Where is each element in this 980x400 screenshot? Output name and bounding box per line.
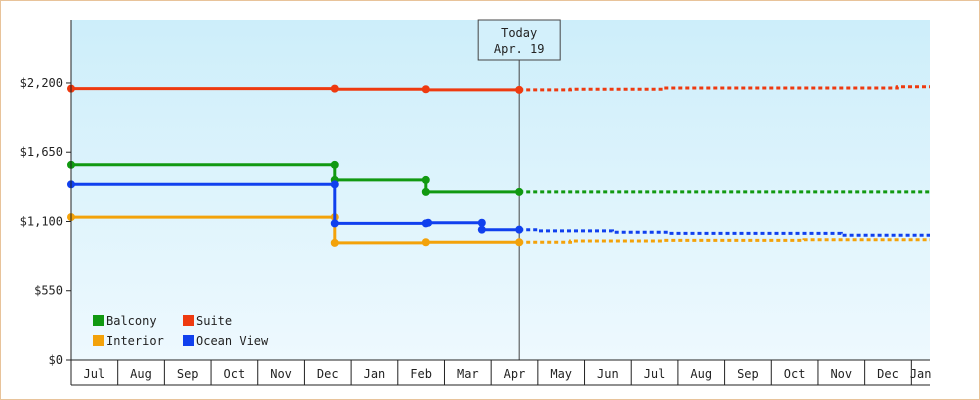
- today-box: [477, 19, 561, 61]
- data-point-balcony: [330, 160, 339, 169]
- legend-label-ocean-view: Ocean View: [196, 334, 269, 348]
- x-tick-label: Mar: [457, 367, 479, 381]
- y-tick-label: $2,200: [20, 76, 63, 90]
- x-tick-label: Jul: [644, 367, 666, 381]
- x-tick-label: Aug: [690, 367, 712, 381]
- today-title: Today: [501, 26, 537, 40]
- x-tick-label: Jan: [364, 367, 386, 381]
- data-point-interior: [515, 238, 524, 247]
- legend-label-balcony: Balcony: [106, 314, 157, 328]
- x-tick-label: Jan: [910, 367, 932, 381]
- today-date: Apr. 19: [494, 42, 545, 56]
- x-tick-label: May: [550, 367, 572, 381]
- series-line-suite: [71, 87, 520, 92]
- data-point-ocean-view: [424, 218, 433, 227]
- y-tick-label: $0: [49, 353, 63, 367]
- x-tick-label: Nov: [270, 367, 292, 381]
- series-line-interior: [71, 215, 520, 245]
- legend-label-suite: Suite: [196, 314, 232, 328]
- data-point-ocean-view: [330, 219, 339, 228]
- forecast-line-ocean-view: [519, 228, 930, 237]
- x-tick-label: Jun: [597, 367, 619, 381]
- data-point-suite: [330, 84, 339, 93]
- y-tick-label: $1,650: [20, 145, 63, 159]
- data-point-interior: [421, 238, 430, 247]
- data-point-suite: [421, 85, 430, 94]
- forecast-line-interior: [519, 238, 930, 244]
- x-tick-label: Oct: [224, 367, 246, 381]
- x-tick-label: Jul: [83, 367, 105, 381]
- data-point-balcony: [421, 187, 430, 196]
- data-point-suite: [515, 85, 524, 94]
- x-tick-label: Sep: [177, 367, 199, 381]
- x-tick-label: Nov: [830, 367, 852, 381]
- data-point-balcony: [421, 175, 430, 184]
- data-point-balcony: [515, 187, 524, 196]
- x-tick-label: Apr: [504, 367, 526, 381]
- x-tick-label: Dec: [877, 367, 899, 381]
- x-tick-label: Feb: [410, 367, 432, 381]
- y-tick-label: $1,100: [20, 214, 63, 228]
- data-point-ocean-view: [477, 218, 486, 227]
- x-tick-label: Sep: [737, 367, 759, 381]
- legend-label-interior: Interior: [106, 334, 164, 348]
- series-line-balcony: [71, 163, 520, 194]
- data-point-ocean-view: [330, 180, 339, 189]
- legend-swatch-interior: [93, 335, 104, 346]
- legend-swatch-balcony: [93, 315, 104, 326]
- plot-background: [71, 20, 930, 360]
- forecast-line-suite: [519, 85, 930, 92]
- data-point-ocean-view: [515, 225, 524, 234]
- data-point-interior: [330, 238, 339, 247]
- x-tick-label: Dec: [317, 367, 339, 381]
- data-point-ocean-view: [477, 225, 486, 234]
- legend-swatch-suite: [183, 315, 194, 326]
- x-tick-label: Oct: [784, 367, 806, 381]
- legend-swatch-ocean-view: [183, 335, 194, 346]
- y-tick-label: $550: [34, 284, 63, 298]
- x-tick-label: Aug: [130, 367, 152, 381]
